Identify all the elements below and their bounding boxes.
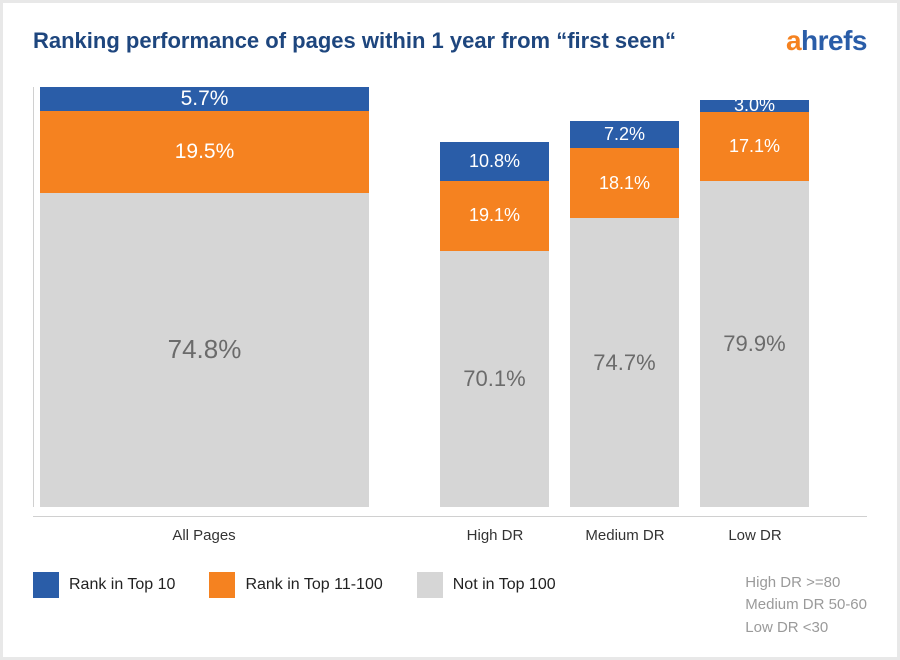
seg-high-not-top100: 70.1% [440,251,549,507]
legend-label-not-top100: Not in Top 100 [453,576,556,594]
columns-wrap: 5.7% 19.5% 74.8% 10.8% 19.1% 70.1% [33,87,867,507]
note-medium-dr: Medium DR 50-60 [745,594,867,617]
seg-medium-top11-100: 18.1% [570,148,679,218]
xlabel-low-dr: Low DR [690,527,820,544]
bar-all-pages: 5.7% 19.5% 74.8% [39,87,369,507]
legend-item-not-top100: Not in Top 100 [417,572,556,598]
chart-frame: Ranking performance of pages within 1 ye… [0,0,900,660]
dr-definitions: High DR >=80 Medium DR 50-60 Low DR <30 [745,572,867,640]
column-spacer [374,87,429,507]
bar-medium-dr: 7.2% 18.1% 74.7% [569,121,679,507]
column-medium-dr: 7.2% 18.1% 74.7% [559,87,689,507]
xlabel-all-pages: All Pages [34,527,374,544]
swatch-not-top100 [417,572,443,598]
seg-all-top11-100: 19.5% [40,111,369,193]
legend-item-top11-100: Rank in Top 11-100 [209,572,382,598]
seg-all-not-top100: 74.8% [40,193,369,507]
seg-medium-not-top100: 74.7% [570,218,679,507]
bar-low-dr: 3.0% 17.1% 79.9% [699,100,809,507]
seg-all-top10: 5.7% [40,87,369,111]
footer: Rank in Top 10 Rank in Top 11-100 Not in… [3,544,897,658]
x-axis-labels: All Pages High DR Medium DR Low DR [3,517,897,544]
seg-low-top11-100: 17.1% [700,112,809,182]
swatch-top11-100 [209,572,235,598]
header: Ranking performance of pages within 1 ye… [3,3,897,77]
column-all-pages: 5.7% 19.5% 74.8% [34,87,374,507]
chart-title: Ranking performance of pages within 1 ye… [33,28,676,54]
seg-high-top11-100: 19.1% [440,181,549,251]
seg-low-top10: 3.0% [700,100,809,112]
bar-high-dr: 10.8% 19.1% 70.1% [439,142,549,507]
seg-low-not-top100: 79.9% [700,181,809,507]
column-low-dr: 3.0% 17.1% 79.9% [689,87,819,507]
seg-medium-top10: 7.2% [570,121,679,149]
swatch-top10 [33,572,59,598]
xlabel-high-dr: High DR [430,527,560,544]
chart-area: 5.7% 19.5% 74.8% 10.8% 19.1% 70.1% [3,77,897,516]
logo-rest: hrefs [801,25,867,56]
logo-letter-a: a [786,25,801,56]
xlabel-medium-dr: Medium DR [560,527,690,544]
legend-label-top11-100: Rank in Top 11-100 [245,576,382,594]
note-low-dr: Low DR <30 [745,617,867,640]
legend-label-top10: Rank in Top 10 [69,576,175,594]
legend-item-top10: Rank in Top 10 [33,572,175,598]
column-high-dr: 10.8% 19.1% 70.1% [429,87,559,507]
seg-high-top10: 10.8% [440,142,549,181]
note-high-dr: High DR >=80 [745,572,867,595]
legend: Rank in Top 10 Rank in Top 11-100 Not in… [33,572,556,598]
ahrefs-logo: ahrefs [786,25,867,57]
